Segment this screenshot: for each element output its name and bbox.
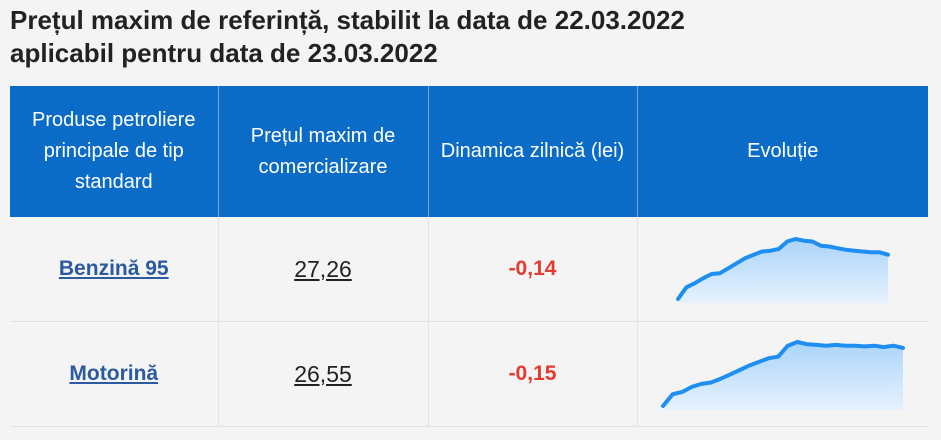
sparkline-benzina-95 (675, 237, 890, 303)
sparkline-line (660, 340, 905, 408)
evolution-cell (637, 321, 928, 427)
dynamics-cell: -0,15 (428, 321, 638, 427)
header-product: Produse petroliere principale de tip sta… (10, 86, 219, 217)
dynamics-cell: -0,14 (428, 217, 638, 322)
table-row: Benzină 95 27,26 -0,14 (10, 217, 928, 322)
header-price: Prețul maxim de comercializare (218, 86, 429, 217)
product-cell: Benzină 95 (10, 217, 219, 322)
dynamics-value: -0,15 (508, 362, 557, 385)
header-dynamics: Dinamica zilnică (lei) (428, 86, 638, 217)
price-cell: 26,55 (218, 321, 429, 427)
price-value[interactable]: 27,26 (294, 255, 352, 282)
price-value[interactable]: 26,55 (294, 360, 352, 387)
table-header-row: Produse petroliere principale de tip sta… (10, 86, 928, 217)
price-cell: 27,26 (218, 217, 429, 322)
evolution-cell (637, 217, 928, 322)
sparkline-area (662, 342, 903, 410)
product-link-benzina-95[interactable]: Benzină 95 (58, 257, 169, 280)
sparkline-motorina (660, 340, 905, 410)
sparkline-area (677, 239, 888, 303)
dynamics-value: -0,14 (508, 257, 557, 280)
product-link-motorina[interactable]: Motorină (69, 362, 159, 385)
page-title: Prețul maxim de referință, stabilit la d… (10, 4, 930, 70)
price-table: Produse petroliere principale de tip sta… (10, 86, 928, 427)
sparkline-line (675, 237, 890, 301)
title-line-2: aplicabil pentru data de 23.03.2022 (10, 38, 438, 68)
header-evolution: Evoluție (637, 86, 928, 217)
product-cell: Motorină (10, 321, 219, 427)
title-line-1: Prețul maxim de referință, stabilit la d… (10, 5, 685, 35)
table-row: Motorină 26,55 -0,15 (10, 321, 928, 427)
